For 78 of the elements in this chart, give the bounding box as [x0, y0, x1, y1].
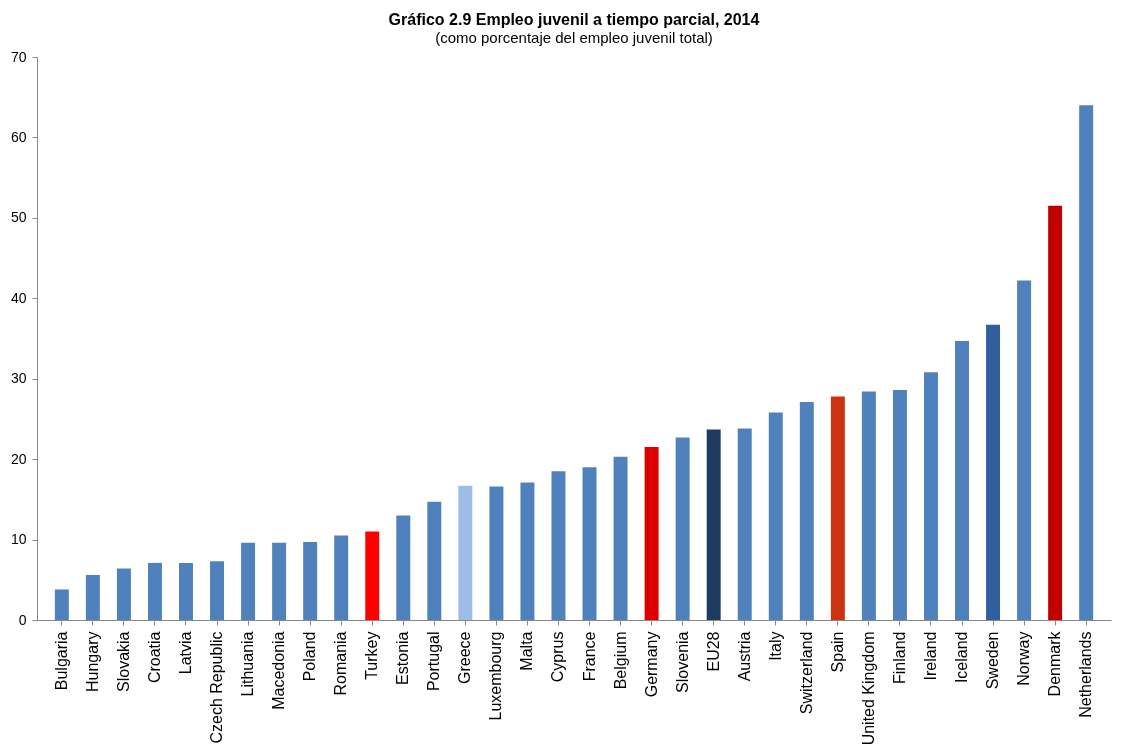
chart-subtitle: (como porcentaje del empleo juvenil total): [435, 29, 713, 46]
x-tick-label: Slovakia: [114, 631, 132, 692]
x-tick-label: Finland: [890, 631, 908, 684]
y-tick-label: 0: [18, 611, 27, 628]
bar: [613, 456, 628, 620]
bar: [582, 467, 597, 620]
x-tick-label: Portugal: [425, 631, 443, 692]
bar: [955, 340, 969, 620]
bar: [768, 412, 783, 620]
x-tick-label: Cyprus: [549, 631, 567, 683]
x-tick-label: Austria: [735, 631, 753, 682]
y-tick-label: 40: [10, 289, 27, 306]
bar: [85, 574, 100, 620]
x-tick-label: Bulgaria: [52, 631, 70, 691]
bar: [1079, 105, 1094, 620]
x-tick-label: Ireland: [921, 631, 939, 681]
y-tick-label: 50: [10, 209, 27, 226]
x-tick-label: United Kingdom: [859, 631, 877, 746]
bar: [923, 372, 938, 620]
bar: [737, 428, 752, 620]
x-tick-label: Denmark: [1046, 630, 1064, 697]
x-tick-label: Croatia: [145, 631, 163, 684]
bar: [365, 531, 380, 620]
bar: [147, 562, 162, 620]
x-tick-label: Macedonia: [270, 631, 288, 710]
bar: [54, 589, 69, 620]
chart-title: Gráfico 2.9 Empleo juvenil a tiempo parcial, 2014: [388, 11, 760, 28]
x-tick-label: France: [580, 631, 598, 682]
x-tick-label: Turkey: [363, 631, 381, 680]
x-tick-label: Romania: [332, 631, 350, 696]
bar: [272, 542, 287, 620]
x-tick-label: Germany: [642, 631, 660, 698]
bar: [551, 471, 566, 620]
x-tick-label: Lithuania: [239, 631, 257, 697]
bar: [986, 324, 1001, 620]
x-tick-label: Czech Republic: [208, 631, 226, 744]
bar: [303, 541, 318, 620]
x-tick-label: Poland: [301, 631, 319, 682]
bar: [520, 482, 535, 620]
x-tick-label: Greece: [456, 631, 474, 684]
x-tick-label: Sweden: [984, 631, 1002, 690]
x-tick-label: Latvia: [176, 631, 194, 675]
bar: [334, 535, 349, 620]
y-tick-label: 30: [10, 370, 27, 387]
bar: [241, 542, 256, 620]
x-tick-label: Slovenia: [673, 631, 691, 693]
bar: [489, 486, 504, 620]
x-tick-label: Hungary: [83, 631, 101, 692]
bar: [892, 389, 907, 620]
bar: [799, 402, 814, 620]
bar: [458, 485, 473, 620]
bar: [644, 447, 659, 620]
x-tick-label: Luxembourg: [487, 631, 505, 721]
y-tick-label: 20: [10, 450, 27, 467]
x-tick-label: Spain: [828, 631, 846, 673]
x-tick-label: Norway: [1015, 631, 1033, 686]
x-tick-label: Italy: [766, 631, 784, 661]
bar: [427, 501, 442, 620]
x-tick-label: EU28: [704, 631, 722, 672]
x-tick-label: Switzerland: [797, 631, 815, 715]
bar: [706, 429, 721, 620]
x-tick-label: Netherlands: [1077, 631, 1095, 718]
x-tick-label: Iceland: [953, 631, 971, 684]
bar: [179, 562, 193, 620]
bar: [116, 568, 131, 620]
y-tick-label: 70: [10, 48, 27, 65]
bar: [830, 396, 845, 620]
bar: [861, 391, 876, 620]
bar: [210, 561, 225, 620]
x-tick-label: Estonia: [394, 631, 412, 685]
bar: [1017, 280, 1032, 620]
bar: [675, 437, 690, 620]
y-tick-label: 10: [10, 531, 27, 548]
bar: [1048, 205, 1063, 620]
bar: [396, 515, 411, 620]
y-tick-label: 60: [10, 128, 27, 145]
x-tick-label: Malta: [518, 631, 536, 671]
x-tick-label: Belgium: [611, 631, 629, 690]
